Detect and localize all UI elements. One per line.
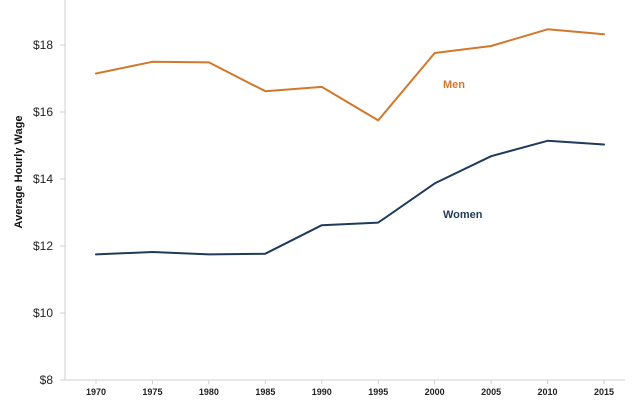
x-tick-label: 1995 [368,387,388,397]
y-tick-label: $18 [33,38,53,52]
x-tick-label: 1980 [199,387,219,397]
x-tick-label: 1970 [86,387,106,397]
series-line-men [95,28,605,122]
series-line-women [95,139,605,256]
y-tick-label: $12 [33,239,53,253]
series-label-women: Women [443,209,483,221]
series-lines [95,28,605,256]
x-tick-label: 1990 [312,387,332,397]
y-axis-ticks: $8 $10 $12 $14 $16 $18 [33,38,65,387]
y-tick-label: $8 [40,373,54,387]
x-axis-ticks: 1970 1975 1980 1985 1990 1995 2000 2005 2010 2015 [86,380,614,397]
y-tick-label: $16 [33,105,53,119]
y-tick-label: $10 [33,306,53,320]
series-label-men: Men [443,79,465,91]
x-tick-label: 2000 [425,387,445,397]
x-tick-label: 2010 [538,387,558,397]
x-tick-label: 2005 [481,387,501,397]
x-tick-label: 2015 [594,387,614,397]
x-tick-label: 1975 [142,387,162,397]
x-tick-label: 1985 [255,387,275,397]
y-axis-title: Average Hourly Wage [13,116,25,229]
y-tick-label: $14 [33,172,53,186]
axes [64,0,625,381]
